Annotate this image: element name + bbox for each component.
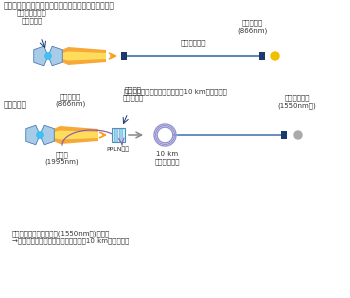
- Circle shape: [294, 131, 302, 139]
- Text: 新開発の
波長変換器: 新開発の 波長変換器: [122, 87, 144, 101]
- Polygon shape: [26, 125, 40, 145]
- Bar: [259, 52, 265, 60]
- Bar: [119, 128, 122, 142]
- Text: 10 km
光ファイバー: 10 km 光ファイバー: [154, 151, 180, 164]
- Polygon shape: [40, 126, 98, 144]
- Text: 通信波長光子
(1550nm帯): 通信波長光子 (1550nm帯): [278, 95, 316, 109]
- Text: これまでのカルシウムイオンからの単一光子送信実験: これまでのカルシウムイオンからの単一光子送信実験: [4, 1, 115, 10]
- Text: PPLN結晶: PPLN結晶: [106, 146, 130, 152]
- Bar: [122, 128, 125, 142]
- Text: 光ファイバーでの損失が大きく10 km送信は困難: 光ファイバーでの損失が大きく10 km送信は困難: [124, 88, 226, 94]
- Text: トラップされた
単一イオン: トラップされた 単一イオン: [17, 10, 47, 24]
- Text: 光子の波長を通信波長帯(1550nm帯)へ変換
→光ファイバーでの損失を極小にし、10 km送信を実現: 光子の波長を通信波長帯(1550nm帯)へ変換 →光ファイバーでの損失を極小にし…: [12, 230, 129, 244]
- Text: 励起光
(1995nm): 励起光 (1995nm): [45, 151, 79, 165]
- Polygon shape: [48, 46, 62, 66]
- Bar: [117, 128, 119, 142]
- Text: 今回の成果: 今回の成果: [4, 100, 27, 109]
- Bar: [114, 128, 117, 142]
- Circle shape: [271, 52, 279, 60]
- Bar: [112, 128, 125, 142]
- Circle shape: [37, 132, 43, 138]
- Polygon shape: [48, 47, 106, 65]
- Bar: [112, 128, 114, 142]
- Polygon shape: [40, 125, 54, 145]
- Bar: [121, 52, 127, 60]
- Text: 光ファイバー: 光ファイバー: [180, 39, 206, 46]
- Circle shape: [45, 53, 51, 59]
- Polygon shape: [48, 52, 106, 60]
- Polygon shape: [40, 131, 98, 139]
- Text: 短波長光子
(866nm): 短波長光子 (866nm): [55, 93, 85, 107]
- Bar: [281, 131, 287, 139]
- Polygon shape: [34, 46, 48, 66]
- Text: 短波長光子
(866nm): 短波長光子 (866nm): [237, 20, 267, 34]
